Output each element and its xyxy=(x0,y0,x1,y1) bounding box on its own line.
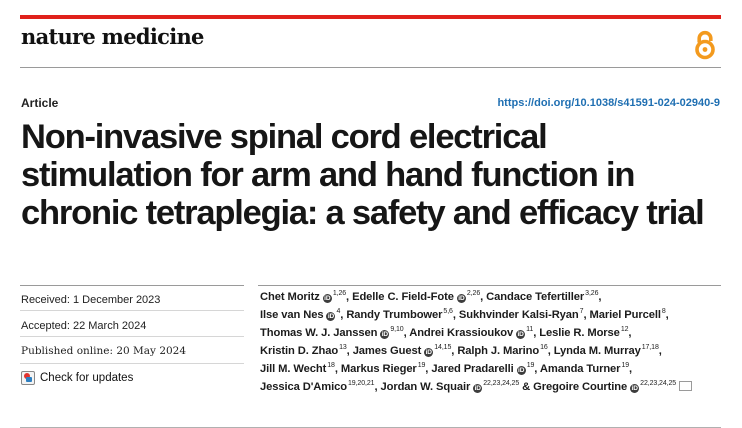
author-line: Jill M. Wecht18, Markus Rieger19, Jared … xyxy=(260,362,632,375)
author-separator: , xyxy=(665,309,669,321)
author-name[interactable]: Jill M. Wecht xyxy=(260,363,327,375)
author-name[interactable]: Jared Pradarelli xyxy=(431,363,514,375)
author-affiliation-ref: 22,23,24,25 xyxy=(483,380,520,387)
author-affiliation-ref: 12 xyxy=(620,326,629,333)
orcid-icon[interactable]: iD xyxy=(322,294,332,303)
author-affiliation-ref: 9,10 xyxy=(390,326,404,333)
author-affiliation-ref: 3,26 xyxy=(585,290,599,297)
dates-divider xyxy=(20,285,244,286)
author-affiliation-ref: 5,6 xyxy=(443,308,453,315)
author-affiliation-ref: 8 xyxy=(661,308,666,315)
orcid-icon[interactable]: iD xyxy=(326,312,336,321)
author-affiliation-ref: 22,23,24,25 xyxy=(640,380,677,387)
author-name[interactable]: Andrei Krassioukov xyxy=(409,327,514,339)
author-separator: , xyxy=(346,345,353,357)
author-name[interactable]: Randy Trumbower xyxy=(346,309,443,321)
author-name[interactable]: Gregoire Courtine xyxy=(533,381,628,393)
check-updates-icon xyxy=(21,371,35,385)
orcid-icon[interactable]: iD xyxy=(516,366,526,375)
open-access-icon[interactable] xyxy=(690,29,720,61)
author-separator: , xyxy=(340,309,347,321)
author-name[interactable]: Leslie R. Morse xyxy=(539,327,620,339)
author-name[interactable]: Kristin D. Zhao xyxy=(260,345,339,357)
author-separator: , xyxy=(629,363,633,375)
article-title: Non-invasive spinal cord electrical stim… xyxy=(21,118,726,232)
check-updates-label: Check for updates xyxy=(40,372,134,384)
author-name[interactable]: Markus Rieger xyxy=(340,363,417,375)
dates-row-divider xyxy=(20,310,244,311)
author-name[interactable]: Edelle C. Field-Fote xyxy=(352,291,454,303)
author-separator: , xyxy=(534,363,540,375)
author-separator: , xyxy=(403,327,410,339)
author-separator: , xyxy=(334,363,341,375)
author-name[interactable]: Amanda Turner xyxy=(539,363,621,375)
author-separator: , xyxy=(598,291,602,303)
dates-row-divider xyxy=(20,363,244,364)
title-line: chronic tetraplegia: a safety and effica… xyxy=(21,194,705,232)
orcid-icon[interactable]: iD xyxy=(424,348,434,357)
author-affiliation-ref: 2,26 xyxy=(466,290,481,297)
author-separator: , xyxy=(451,345,458,357)
author-line: Kristin D. Zhao13, James Guest iD14,15, R… xyxy=(260,344,662,357)
author-affiliation-ref: 1,26 xyxy=(332,290,347,297)
title-line: Non-invasive spinal cord electrical xyxy=(21,118,548,156)
author-affiliation-ref: 17,18 xyxy=(641,344,659,351)
author-name[interactable]: Ralph J. Marino xyxy=(457,345,540,357)
author-separator: , xyxy=(533,327,540,339)
author-separator: , xyxy=(658,345,662,357)
author-name[interactable]: Ilse van Nes xyxy=(260,309,324,321)
author-name[interactable]: Candace Tefertiller xyxy=(486,291,585,303)
dates-row-divider xyxy=(20,336,244,337)
author-name[interactable]: Jordan W. Squair xyxy=(380,381,471,393)
author-name[interactable]: Jessica D'Amico xyxy=(260,381,347,393)
author-affiliation-ref: 13 xyxy=(339,344,347,351)
author-separator: , xyxy=(480,291,487,303)
author-line: Thomas W. J. Janssen iD9,10, Andrei Krass… xyxy=(260,326,632,339)
author-affiliation-ref: 18 xyxy=(327,362,335,369)
orcid-icon[interactable]: iD xyxy=(456,294,466,303)
header-divider xyxy=(20,67,721,68)
author-affiliation-ref: 14,15 xyxy=(434,344,452,351)
orcid-icon[interactable]: iD xyxy=(473,384,483,393)
author-affiliation-ref: 16 xyxy=(540,344,548,351)
author-affiliation-ref: 7 xyxy=(579,308,584,315)
author-line: Ilse van Nes iD4, Randy Trumbower5,6, Suk… xyxy=(260,308,669,321)
received-date: Received: 1 December 2023 xyxy=(21,294,161,306)
author-separator: , xyxy=(583,309,590,321)
journal-accent-rule xyxy=(20,15,721,19)
author-affiliation-ref: 11 xyxy=(526,326,534,333)
email-icon[interactable] xyxy=(679,381,693,391)
authors-divider xyxy=(258,285,721,286)
check-updates-button[interactable]: Check for updates xyxy=(21,371,133,385)
orcid-icon[interactable]: iD xyxy=(380,330,390,339)
author-affiliation-ref: 19,20,21 xyxy=(347,380,375,387)
author-name[interactable]: Thomas W. J. Janssen xyxy=(260,327,378,339)
author-affiliation-ref: 19 xyxy=(621,362,630,369)
published-date: Published online: 20 May 2024 xyxy=(21,345,187,357)
orcid-icon[interactable]: iD xyxy=(516,330,526,339)
author-name[interactable]: Lynda M. Murray xyxy=(553,345,641,357)
article-type: Article xyxy=(21,96,59,110)
author-separator: , xyxy=(547,345,554,357)
orcid-icon[interactable]: iD xyxy=(630,384,640,393)
author-separator: , xyxy=(346,291,353,303)
author-separator: , xyxy=(628,327,632,339)
author-affiliation-ref: 19 xyxy=(526,362,535,369)
doi-link[interactable]: https://doi.org/10.1038/s41591-024-02940… xyxy=(497,97,720,109)
author-line: Chet Moritz iD1,26, Edelle C. Field-Fote i… xyxy=(260,290,602,303)
author-affiliation-ref: 19 xyxy=(417,362,426,369)
author-name[interactable]: Mariel Purcell xyxy=(589,309,661,321)
author-name[interactable]: Chet Moritz xyxy=(260,291,320,303)
journal-name[interactable]: nature medicine xyxy=(21,24,204,49)
author-connector: & xyxy=(519,381,534,393)
author-separator: , xyxy=(374,381,381,393)
accepted-date: Accepted: 22 March 2024 xyxy=(21,320,147,332)
author-line: Jessica D'Amico19,20,21, Jordan W. Squai… xyxy=(260,380,693,393)
author-name[interactable]: Sukhvinder Kalsi-Ryan xyxy=(458,309,579,321)
author-name[interactable]: James Guest xyxy=(352,345,422,357)
author-separator: , xyxy=(452,309,459,321)
author-affiliation-ref: 4 xyxy=(336,308,341,315)
author-separator: , xyxy=(425,363,432,375)
title-line: stimulation for arm and hand function in xyxy=(21,156,635,194)
